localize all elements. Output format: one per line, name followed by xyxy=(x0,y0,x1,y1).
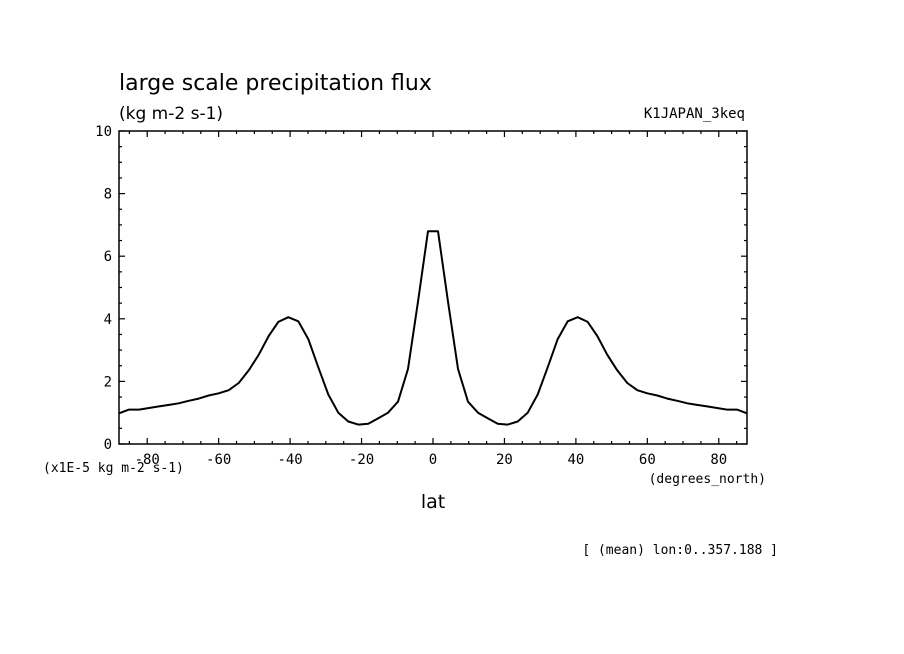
chart-units: (kg m-2 s-1) xyxy=(119,104,223,124)
x-units-label: (degrees_north) xyxy=(649,472,766,487)
plot-frame xyxy=(118,130,748,445)
x-tick-label: -80 xyxy=(135,452,160,468)
x-tick-label: 0 xyxy=(429,452,437,468)
x-tick-label: -40 xyxy=(277,452,302,468)
x-tick-label: 80 xyxy=(710,452,727,468)
axis-ticks xyxy=(119,130,747,445)
y-tick-label: 2 xyxy=(104,374,112,390)
x-tick-label: 60 xyxy=(639,452,656,468)
run-label: K1JAPAN_3keq xyxy=(644,106,745,122)
chart-title: large scale precipitation flux xyxy=(119,71,432,96)
x-tick-label: 40 xyxy=(567,452,584,468)
x-tick-label: -60 xyxy=(206,452,231,468)
x-axis-label: lat xyxy=(421,491,445,513)
y-tick-label: 4 xyxy=(104,312,112,328)
x-tick-label: 20 xyxy=(496,452,513,468)
y-scale-note: (x1E-5 kg m-2 s-1) xyxy=(43,461,184,476)
series-line-precipitation xyxy=(118,230,748,426)
y-tick-label: 6 xyxy=(104,249,112,265)
y-tick-label: 10 xyxy=(95,124,112,140)
tick-labels: 0 2 4 6 8 10 -80 -60 -40 -20 0 20 40 60 80 xyxy=(95,124,727,468)
footer-note: [ (mean) lon:0..357.188 ] xyxy=(582,543,778,558)
y-tick-label: 0 xyxy=(104,437,112,453)
y-tick-label: 8 xyxy=(104,187,112,203)
x-tick-label: -20 xyxy=(349,452,374,468)
